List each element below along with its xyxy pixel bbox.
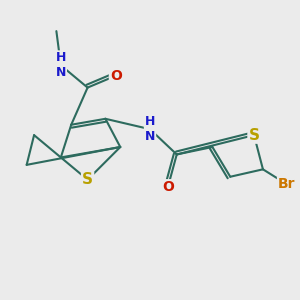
Text: H
N: H N [145,115,155,143]
Text: O: O [162,180,174,194]
Text: O: O [110,69,122,83]
Text: Br: Br [278,177,296,191]
Text: H
N: H N [56,51,66,79]
Text: S: S [82,172,93,187]
Text: S: S [248,128,260,142]
